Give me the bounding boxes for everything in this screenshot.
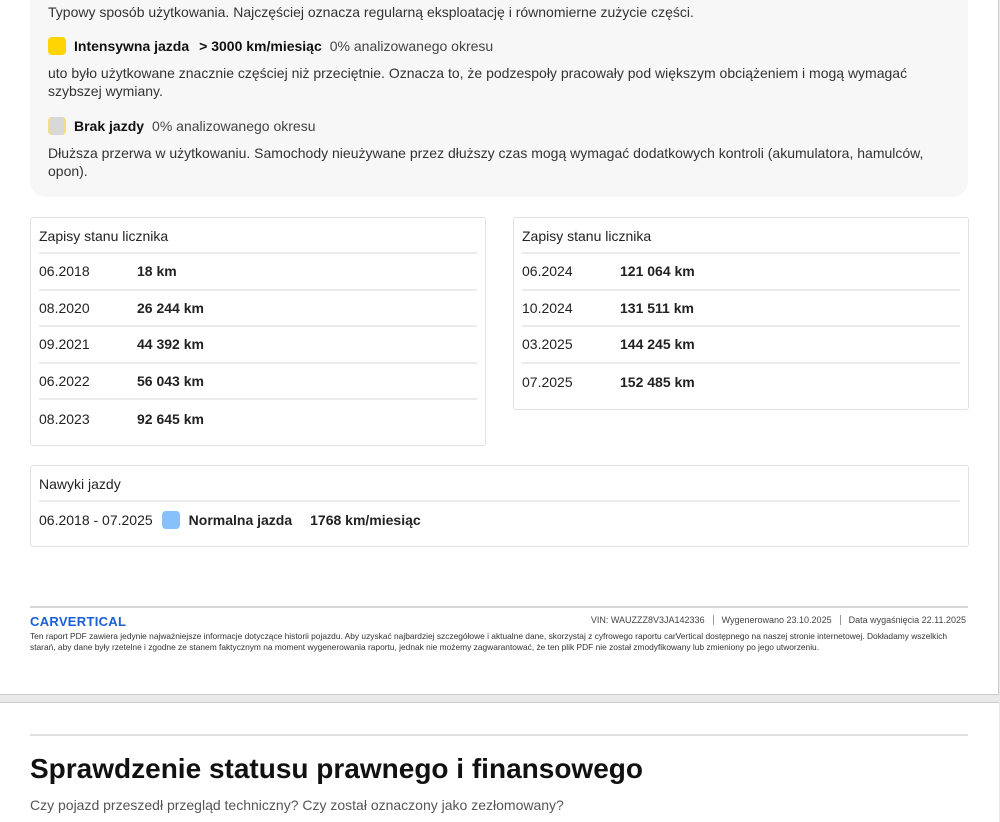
- disclaimer: Ten raport PDF zawiera jedynie najważnie…: [30, 631, 948, 652]
- carvertical-logo: CARVERTICAL: [30, 614, 127, 629]
- next-page: Sprawdzenie statusu prawnego i finansowe…: [0, 702, 999, 822]
- table-row: 09.2021 44 392 km: [39, 327, 477, 364]
- record-date: 03.2025: [522, 336, 573, 353]
- yellow-swatch-icon: [48, 37, 66, 55]
- intensive-driving-description: uto było użytkowane znacznie częściej ni…: [48, 65, 908, 99]
- record-date: 07.2025: [522, 374, 573, 391]
- habits-period: 06.2018 - 07.2025: [39, 512, 153, 529]
- record-mileage: 44 392 km: [137, 336, 204, 353]
- legend-label: Intensywna jazda: [74, 38, 190, 54]
- record-mileage: 131 511 km: [620, 299, 694, 316]
- record-date: 06.2018: [39, 263, 90, 280]
- table-row: 10.2024 131 511 km: [522, 291, 960, 328]
- table-title: Zapisy stanu licznika: [522, 218, 960, 254]
- section-title: Sprawdzenie statusu prawnego i finansowe…: [30, 753, 643, 784]
- report-meta: VIN: WAUZZZ8V3JA142336 Wygenerowano 23.1…: [591, 615, 966, 625]
- record-mileage: 121 064 km: [620, 263, 695, 280]
- record-date: 08.2023: [39, 410, 90, 427]
- legend-share: 0% analizowanego okresu: [152, 118, 316, 134]
- record-mileage: 144 245 km: [620, 336, 695, 353]
- record-mileage: 26 244 km: [137, 299, 204, 316]
- driving-habits-card: Nawyki jazdy 06.2018 - 07.2025 Normalna …: [30, 465, 969, 547]
- usage-legend-panel: [30, 0, 968, 197]
- record-mileage: 92 645 km: [137, 410, 204, 427]
- table-title: Zapisy stanu licznika: [39, 218, 477, 254]
- odometer-records-table-left: Zapisy stanu licznika 06.2018 18 km 08.202…: [30, 217, 486, 446]
- record-date: 08.2020: [39, 299, 90, 316]
- no-driving-description: Dłuższa przerwa w użytkowaniu. Samochody…: [48, 145, 924, 179]
- record-date: 06.2024: [522, 263, 573, 280]
- table-row: 03.2025 144 245 km: [522, 327, 960, 364]
- habits-value: 1768 km/miesiąc: [310, 512, 421, 529]
- record-date: 06.2022: [39, 373, 90, 390]
- table-row: 08.2020 26 244 km: [39, 291, 477, 328]
- habits-label: Normalna jazda: [188, 512, 293, 529]
- record-mileage: 18 km: [137, 263, 177, 280]
- legend-range: > 3000 km/miesiąc: [199, 38, 322, 54]
- legend-label: Brak jazdy: [74, 118, 145, 134]
- no-driving-legend: Brak jazdy 0% analizowanego okresu: [48, 117, 316, 135]
- table-row: 06.2018 18 km: [39, 254, 477, 291]
- legend-share: 0% analizowanego okresu: [329, 38, 494, 54]
- table-row: 06.2024 121 064 km: [522, 254, 960, 291]
- table-row: 08.2023 92 645 km: [39, 400, 477, 437]
- report-page: Typowy sposób użytkowania. Najczęściej o…: [0, 0, 999, 695]
- normal-driving-description: Typowy sposób użytkowania. Najczęściej o…: [48, 4, 694, 20]
- vin: VIN: WAUZZZ8V3JA142336: [590, 615, 705, 625]
- expiry-date: Data wygaśnięcia 22.11.2025: [839, 615, 966, 625]
- record-date: 10.2024: [522, 299, 573, 316]
- record-date: 09.2021: [39, 336, 90, 353]
- card-title: Nawyki jazdy: [39, 466, 960, 502]
- blue-swatch-icon: [161, 511, 180, 530]
- table-row: 06.2022 56 043 km: [39, 364, 477, 401]
- footer-divider: [30, 606, 968, 608]
- section-divider: [30, 734, 968, 736]
- record-mileage: 152 485 km: [620, 374, 695, 391]
- section-subtitle: Czy pojazd przeszedł przegląd techniczny…: [30, 797, 564, 813]
- pale-swatch-icon: [48, 117, 66, 135]
- intensive-driving-legend: Intensywna jazda > 3000 km/miesiąc 0% an…: [48, 37, 493, 55]
- record-mileage: 56 043 km: [137, 373, 204, 390]
- table-row: 07.2025 152 485 km: [522, 364, 960, 401]
- odometer-records-table-right: Zapisy stanu licznika 06.2024 121 064 km 1…: [513, 217, 969, 410]
- generated-date: Wygenerowano 23.10.2025: [712, 615, 832, 625]
